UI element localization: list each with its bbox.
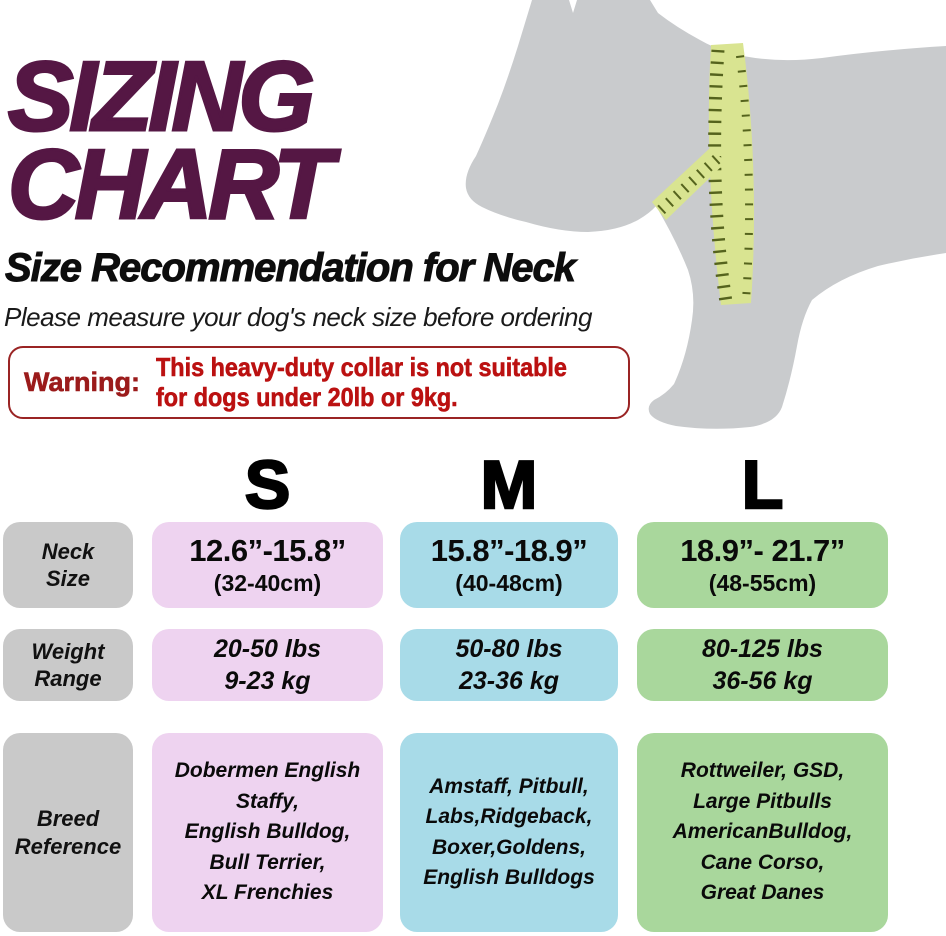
cell-breed-reference-l: Rottweiler, GSD, Large Pitbulls American… xyxy=(637,733,888,932)
cell-neck-size-l: 18.9”- 21.7” (48-55cm) xyxy=(637,522,888,608)
warning-label: Warning: xyxy=(24,367,141,398)
dog-silhouette-illustration xyxy=(465,0,946,429)
neck-size-s-inches: 12.6”-15.8” xyxy=(189,533,346,568)
neck-size-l-cm: (48-55cm) xyxy=(708,570,817,596)
dog-silhouette xyxy=(465,0,946,429)
cell-neck-size-m: 15.8”-18.9” (40-48cm) xyxy=(400,522,618,608)
row-label-weight-range: Weight Range xyxy=(3,629,133,701)
breed-reference-l-text: Rottweiler, GSD, Large Pitbulls American… xyxy=(672,759,853,905)
column-header-size-m: M xyxy=(479,447,538,523)
cell-neck-size-s: 12.6”-15.8” (32-40cm) xyxy=(152,522,383,608)
breed-reference-m-text: Amstaff, Pitbull, Labs,Ridgeback, Boxer,… xyxy=(423,774,595,889)
weight-range-s-text: 20-50 lbs 9-23 kg xyxy=(213,634,321,696)
warning-box: Warning: This heavy-duty collar is not s… xyxy=(8,346,630,419)
row-label-neck-size: Neck Size xyxy=(3,522,133,608)
warning-message: This heavy-duty collar is not suitable f… xyxy=(155,351,567,413)
neck-size-m-inches: 15.8”-18.9” xyxy=(430,533,588,568)
page-title: SIZING CHART xyxy=(6,41,334,239)
measure-note: Please measure your dog's neck size befo… xyxy=(4,302,592,332)
warning-message-line2: for dogs under 20lb or 9kg. xyxy=(155,381,458,412)
neck-size-l-inches: 18.9”- 21.7” xyxy=(680,533,845,568)
cell-weight-range-m: 50-80 lbs 23-36 kg xyxy=(400,629,618,701)
row-label-weight-range-text: Weight Range xyxy=(31,638,105,692)
row-label-breed-reference-text: Breed Reference xyxy=(14,806,122,859)
row-label-breed-reference: Breed Reference xyxy=(3,733,133,932)
column-header-size-s: S xyxy=(244,447,292,523)
cell-weight-range-s: 20-50 lbs 9-23 kg xyxy=(152,629,383,701)
cell-breed-reference-m: Amstaff, Pitbull, Labs,Ridgeback, Boxer,… xyxy=(400,733,618,932)
subtitle: Size Recommendation for Neck xyxy=(5,246,577,291)
neck-size-m-cm: (40-48cm) xyxy=(455,570,563,596)
neck-size-s-cm: (32-40cm) xyxy=(213,570,322,596)
warning-message-line1: This heavy-duty collar is not suitable xyxy=(155,351,567,382)
breed-reference-s-text: Dobermen English Staffy, English Bulldog… xyxy=(174,759,361,905)
cell-breed-reference-s: Dobermen English Staffy, English Bulldog… xyxy=(152,733,383,932)
cell-weight-range-l: 80-125 lbs 36-56 kg xyxy=(637,629,888,701)
page-title-line1: SIZING xyxy=(6,41,316,151)
weight-range-l-text: 80-125 lbs 36-56 kg xyxy=(702,634,823,696)
weight-range-m-text: 50-80 lbs 23-36 kg xyxy=(455,634,563,696)
column-header-size-l: L xyxy=(740,447,784,523)
row-label-neck-size-text: Neck Size xyxy=(41,538,95,592)
page-title-line2: CHART xyxy=(6,129,334,239)
